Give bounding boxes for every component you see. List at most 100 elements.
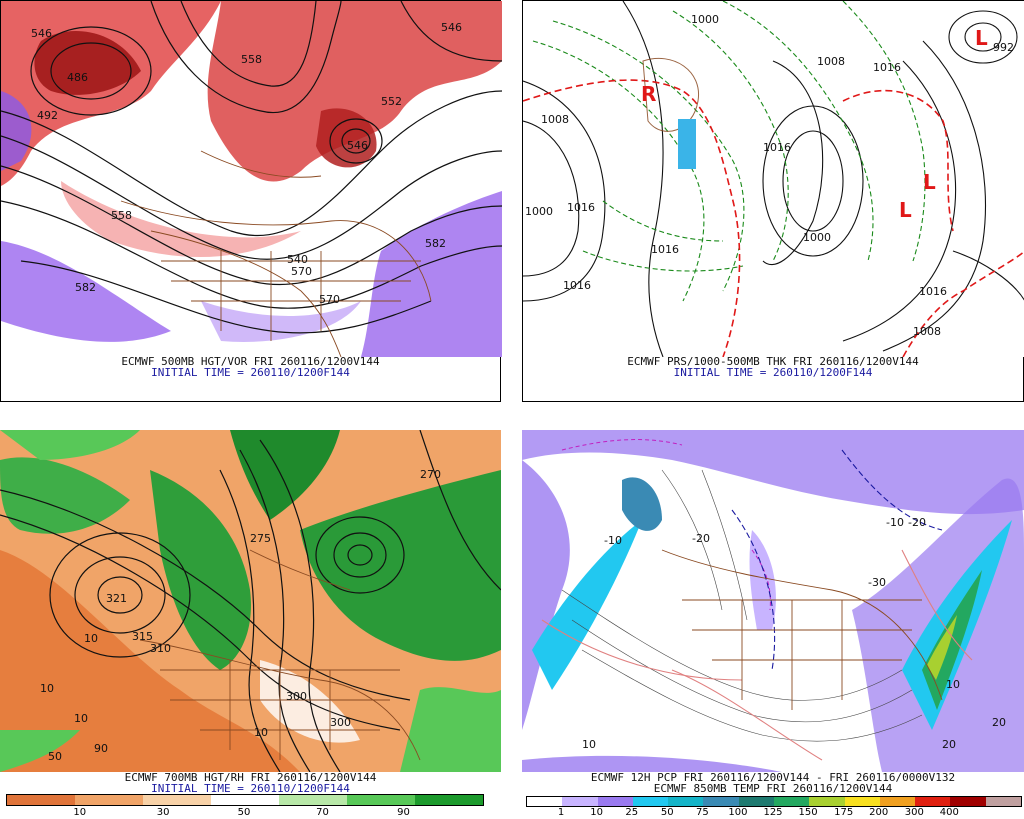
colorbar-swatch <box>597 797 633 806</box>
panel-title: ECMWF 700MB HGT/RH FRI 260116/1200V144 <box>124 771 377 784</box>
low-center-marker: L <box>975 26 988 50</box>
panel-subtitle: ECMWF 850MB TEMP FRI 260116/1200V144 <box>653 782 893 795</box>
colorbar-tick: 70 <box>316 807 329 818</box>
precip-map: -10 -20 -10 -20 10 -30 10 20 20 <box>522 430 1024 772</box>
panel-precip-850temp: -10 -20 -10 -20 10 -30 10 20 20 ECMWF 12… <box>522 430 1024 819</box>
contour-label: 50 <box>48 750 62 763</box>
colorbar-tick: 25 <box>625 807 639 818</box>
isobar-label: 992 <box>993 41 1014 54</box>
colorbar-tick: 150 <box>798 807 818 818</box>
isobar-label: 1016 <box>567 201 595 214</box>
contour-label: 10 <box>40 682 54 695</box>
colorbar-swatch <box>773 797 810 806</box>
colorbar-swatch <box>915 797 951 806</box>
colorbar-tick: 125 <box>763 807 783 818</box>
panel-500mb-vorticity: 546 486 492 552 558 582 570 570 582 546 … <box>0 0 502 402</box>
contour-label: 570 <box>319 293 340 306</box>
contour-label: 582 <box>425 237 446 250</box>
contour-label: 300 <box>330 716 351 729</box>
colorbar-tick: 300 <box>904 807 924 818</box>
colorbar-swatch <box>143 795 211 805</box>
isobar-label: 1016 <box>563 279 591 292</box>
colorbar-swatch <box>211 795 279 805</box>
isotherm-label: -10 <box>886 516 904 529</box>
isotherm-label: 20 <box>942 738 956 751</box>
contour-label: 558 <box>111 209 132 222</box>
panel-init-time: INITIAL TIME = 260110/1200F144 <box>151 782 350 795</box>
pcp-colorbar-ticks: 1 10 25 50 75 100 125 150 175 200 300 40… <box>526 807 1020 819</box>
colorbar-tick: 90 <box>397 807 410 818</box>
colorbar-tick: 10 <box>590 807 604 818</box>
panel-title: ECMWF 500MB HGT/VOR FRI 260116/1200V144 <box>121 355 380 368</box>
colorbar-swatch <box>668 797 704 806</box>
contour-label: 300 <box>286 690 307 703</box>
contour-label: 546 <box>31 27 52 40</box>
vorticity-map: 546 486 492 552 558 582 570 570 582 546 … <box>1 1 502 357</box>
colorbar-tick: 50 <box>237 807 251 818</box>
isobar-label: 1016 <box>763 141 791 154</box>
panel-700mb-rh: 321 315 310 300 10 10 50 90 275 270 300 … <box>0 430 501 819</box>
contour-label: 540 <box>287 253 308 266</box>
colorbar-swatch <box>75 795 143 805</box>
humidity-map: 321 315 310 300 10 10 50 90 275 270 300 … <box>0 430 501 772</box>
contour-label: 315 <box>132 630 153 643</box>
colorbar-tick: 175 <box>834 807 854 818</box>
isobar-label: 1000 <box>525 205 553 218</box>
isobar-label: 1000 <box>803 231 831 244</box>
contour-label: 570 <box>291 265 312 278</box>
colorbar-swatch <box>985 797 1021 806</box>
isobar-label: 1008 <box>913 325 941 338</box>
panel-init-time: INITIAL TIME = 260110/1200F144 <box>151 366 350 379</box>
colorbar-swatch <box>879 797 916 806</box>
low-center-marker: R <box>641 82 656 106</box>
colorbar-tick: 1 <box>557 807 565 818</box>
colorbar-tick: 75 <box>695 807 709 818</box>
colorbar-tick: 50 <box>660 807 674 818</box>
contour-label: 552 <box>381 95 402 108</box>
contour-label: 10 <box>74 712 88 725</box>
colorbar-tick: 100 <box>728 807 748 818</box>
colorbar-swatch <box>950 797 986 806</box>
contour-label: 582 <box>75 281 96 294</box>
rh-colorbar-ticks: 10 30 50 70 90 <box>6 807 482 819</box>
contour-label: 486 <box>67 71 88 84</box>
pcp-colorbar <box>526 796 1022 807</box>
colorbar-swatch <box>738 797 774 806</box>
isobar-label: 1016 <box>919 285 947 298</box>
pressure-map: R L L L 1000 1008 1016 1016 1000 992 100… <box>523 1 1024 357</box>
contour-label: 321 <box>106 592 127 605</box>
colorbar-swatch <box>562 797 598 806</box>
panel-pressure-thickness: R L L L 1000 1008 1016 1016 1000 992 100… <box>522 0 1024 402</box>
colorbar-swatch <box>347 795 415 805</box>
rh-colorbar <box>6 794 484 806</box>
isobar-label: 1016 <box>651 243 679 256</box>
isotherm-label: 10 <box>946 678 960 691</box>
colorbar-tick: 30 <box>156 807 170 818</box>
colorbar-swatch <box>415 795 483 805</box>
isobar-label: 1008 <box>541 113 569 126</box>
colorbar-swatch <box>279 795 347 805</box>
isobar-label: 1016 <box>873 61 901 74</box>
contour-label: 270 <box>420 468 441 481</box>
colorbar-swatch <box>7 795 75 805</box>
isobar-label: 1008 <box>817 55 845 68</box>
colorbar-swatch <box>527 797 563 806</box>
colorbar-swatch <box>703 797 739 806</box>
panel-init-time: INITIAL TIME = 260110/1200F144 <box>673 366 873 379</box>
contour-label: 275 <box>250 532 271 545</box>
colorbar-tick: 400 <box>939 807 959 818</box>
contour-label: 310 <box>150 642 171 655</box>
low-center-marker: L <box>923 170 936 194</box>
colorbar-swatch <box>632 797 669 806</box>
contour-label: 492 <box>37 109 58 122</box>
low-center-marker: L <box>899 198 912 222</box>
contour-label: 546 <box>347 139 368 152</box>
contour-label: 10 <box>84 632 98 645</box>
colorbar-tick: 10 <box>73 807 87 818</box>
isotherm-label: 20 <box>992 716 1006 729</box>
panel-title: ECMWF PRS/1000-500MB THK FRI 260116/1200… <box>627 355 919 368</box>
isotherm-label: -20 <box>692 532 710 545</box>
colorbar-swatch <box>809 797 845 806</box>
contour-label: 558 <box>241 53 262 66</box>
colorbar-swatch <box>844 797 880 806</box>
